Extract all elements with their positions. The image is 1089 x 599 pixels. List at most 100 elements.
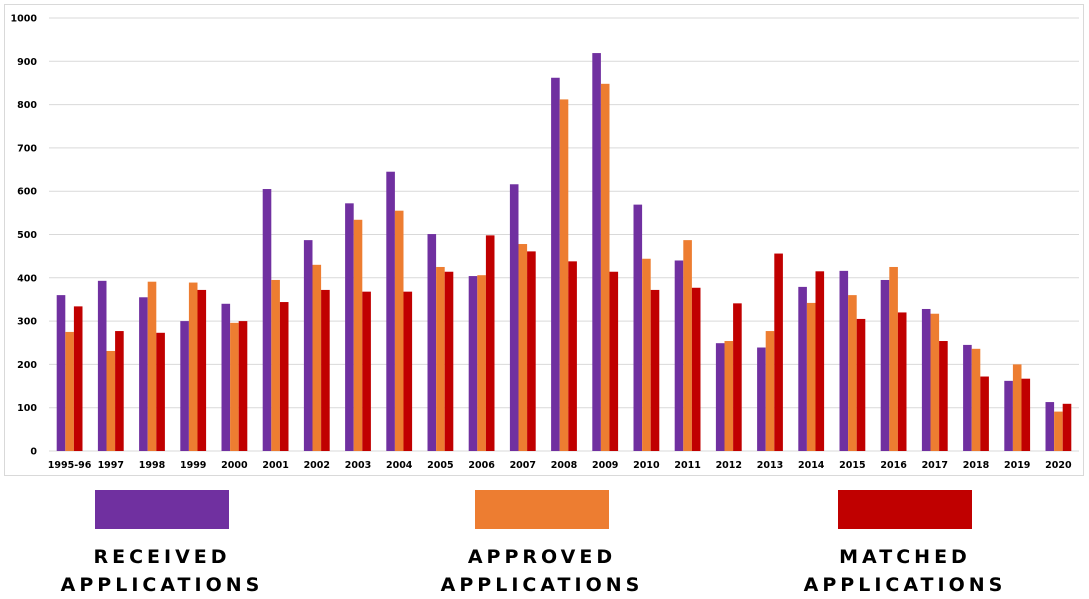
x-tick-label: 2003 (345, 460, 371, 471)
bar-approved-2010 (642, 258, 651, 451)
legend-item-matched: MATCHED APPLICATIONS (765, 490, 1045, 599)
bar-received-2014 (798, 286, 807, 451)
bar-matched-2004 (403, 291, 413, 451)
bar-approved-2013 (765, 331, 775, 451)
bar-approved-2002 (312, 264, 322, 451)
y-tick-label: 800 (17, 100, 37, 111)
bar-received-2018 (963, 344, 972, 451)
bar-approved-2014 (806, 302, 816, 451)
bar-matched-2013 (774, 253, 783, 451)
x-tick-label: 2019 (1004, 460, 1030, 471)
bar-approved-2011 (683, 240, 692, 451)
x-tick-label: 2014 (798, 460, 825, 471)
bar-matched-2017 (939, 341, 948, 451)
bar-approved-2001 (271, 279, 280, 451)
x-tick-label: 2009 (592, 460, 618, 471)
bar-matched-2010 (650, 289, 660, 451)
x-tick-label: 2012 (716, 460, 742, 471)
bar-received-1999 (180, 321, 189, 451)
bar-approved-1999 (188, 282, 198, 451)
bar-matched-1995-96 (73, 306, 83, 451)
bar-matched-2018 (980, 376, 989, 451)
x-tick-label: 2020 (1045, 460, 1072, 471)
x-axis-tick-labels: 1995-96 1997 1998 1999 2000 2001 2002 2003 2004 2… (48, 460, 1072, 471)
bar-received-2011 (674, 260, 684, 451)
x-tick-label: 2016 (880, 460, 907, 471)
bar-received-2001 (262, 189, 272, 451)
bar-received-2017 (921, 308, 931, 451)
legend-item-received: RECEIVED APPLICATIONS (22, 490, 302, 599)
bar-matched-1998 (156, 332, 165, 451)
x-tick-label: 2013 (757, 460, 783, 471)
bar-approved-2008 (559, 99, 569, 452)
y-tick-label: 1000 (11, 14, 38, 25)
y-tick-label: 400 (17, 273, 37, 284)
bar-matched-2007 (527, 251, 536, 451)
bar-approved-2018 (971, 348, 981, 451)
bar-matched-1997 (115, 331, 124, 451)
bar-approved-2004 (394, 210, 404, 451)
bar-received-1995-96 (56, 295, 66, 451)
bar-approved-2015 (848, 295, 857, 451)
chart-area: 0 100 200 300 400 500 600 700 800 900 1000 1995-96… (4, 4, 1084, 476)
bar-matched-2008 (568, 261, 577, 451)
y-tick-label: 700 (17, 143, 37, 154)
bar-received-2002 (303, 240, 313, 451)
bar-approved-2016 (889, 266, 898, 451)
bar-approved-2012 (724, 341, 734, 451)
bar-matched-2003 (362, 291, 371, 451)
y-tick-label: 600 (17, 187, 37, 198)
bar-matched-2002 (321, 289, 330, 451)
legend-item-approved: APPROVED APPLICATIONS (402, 490, 682, 599)
bar-received-2008 (551, 77, 560, 451)
x-tick-label: 2010 (633, 460, 660, 471)
legend-swatch-matched (838, 490, 972, 529)
legend-swatch-approved (475, 490, 609, 529)
bar-approved-1998 (147, 281, 157, 451)
bar-received-2013 (757, 347, 766, 451)
bar-approved-2017 (930, 313, 940, 451)
bar-received-2005 (427, 234, 437, 451)
x-tick-label: 2017 (922, 460, 948, 471)
bar-approved-2000 (230, 322, 239, 451)
y-tick-label: 200 (17, 360, 37, 371)
x-tick-label: 2011 (674, 460, 700, 471)
bar-approved-2009 (600, 83, 610, 451)
x-tick-label: 2007 (510, 460, 536, 471)
legend-label-matched: MATCHED APPLICATIONS (803, 546, 1007, 596)
bar-received-2009 (592, 53, 601, 451)
y-tick-label: 900 (17, 57, 37, 68)
bar-matched-2020 (1062, 403, 1072, 451)
bar-matched-2015 (856, 318, 866, 451)
legend-label-approved: APPROVED APPLICATIONS (440, 546, 644, 596)
bar-approved-2006 (477, 275, 486, 451)
bar-received-2020 (1045, 402, 1055, 451)
bar-received-2003 (345, 203, 354, 451)
bar-received-2000 (221, 303, 231, 451)
bar-matched-2016 (897, 312, 907, 451)
bar-matched-2000 (238, 321, 248, 451)
bar-matched-2006 (485, 235, 495, 451)
bar-matched-2001 (279, 302, 289, 451)
x-tick-label: 2005 (427, 460, 453, 471)
bar-matched-2009 (609, 271, 619, 451)
bar-chart: 0 100 200 300 400 500 600 700 800 900 1000 1995-96… (11, 14, 1079, 471)
x-tick-label: 2006 (468, 460, 495, 471)
bar-received-1998 (139, 297, 148, 451)
bar-approved-2005 (436, 266, 445, 451)
bar-approved-2020 (1054, 411, 1063, 451)
y-axis-tick-labels: 0 100 200 300 400 500 600 700 800 900 1000 (11, 14, 38, 458)
x-tick-label: 2018 (963, 460, 990, 471)
bar-received-1997 (97, 280, 107, 451)
x-tick-label: 1995-96 (48, 460, 92, 471)
bar-received-2019 (1004, 380, 1013, 451)
x-tick-label: 2002 (304, 460, 330, 471)
legend-label-received: RECEIVED APPLICATIONS (60, 546, 264, 596)
legend-swatch-received (95, 490, 229, 529)
y-tick-label: 300 (17, 317, 37, 328)
bar-approved-1997 (106, 350, 116, 451)
x-tick-label: 2000 (221, 460, 248, 471)
bars (56, 53, 1072, 452)
bar-matched-2005 (444, 271, 454, 451)
x-tick-label: 2001 (262, 460, 288, 471)
